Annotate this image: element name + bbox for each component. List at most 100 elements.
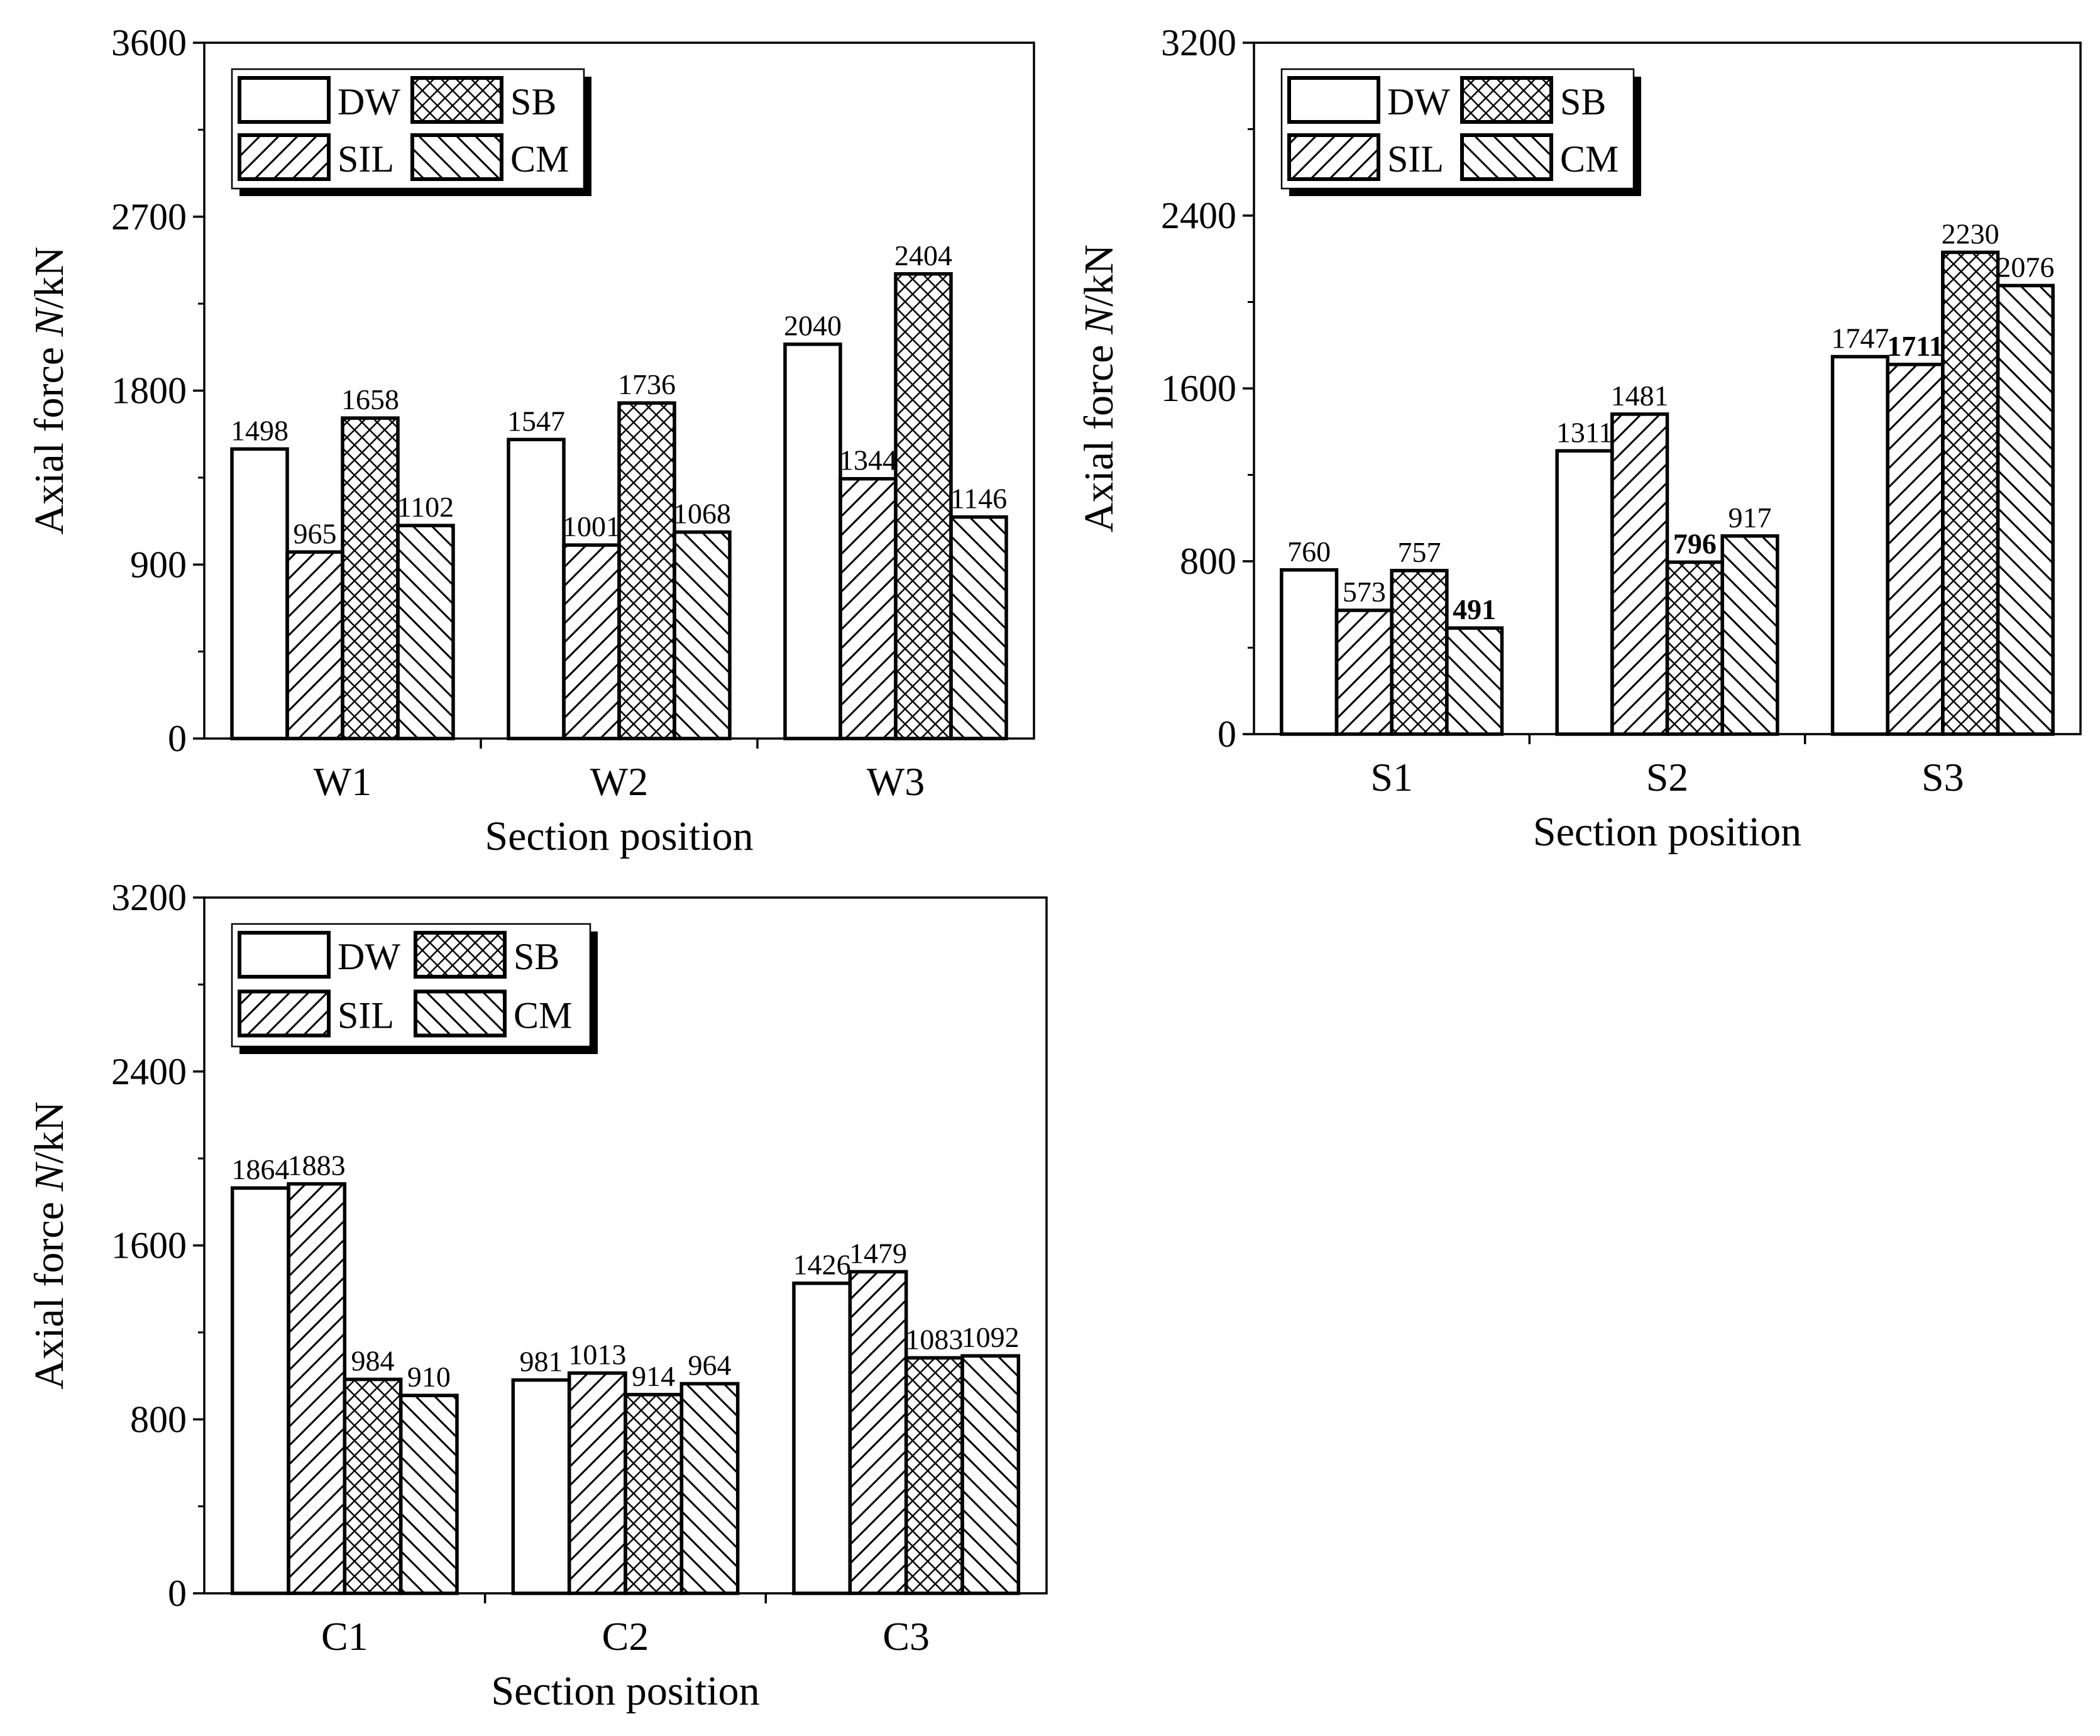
y-tick-label: 0 — [168, 1573, 187, 1614]
x-tick-label: C2 — [602, 1614, 649, 1659]
y-tick-label: 2700 — [111, 196, 187, 238]
bar-sb-s1 — [1390, 569, 1449, 736]
y-tick-label: 1800 — [111, 370, 187, 412]
bar-cm-c3 — [960, 1354, 1021, 1595]
y-axis-label: Axial force N/kN — [1076, 244, 1122, 532]
bar-cm-w2 — [673, 530, 732, 740]
legend-label-sil: SIL — [338, 995, 394, 1036]
value-label: 1083 — [905, 1323, 963, 1355]
bar-dw-w2 — [507, 437, 566, 740]
value-label: 2230 — [1942, 217, 1999, 250]
value-label: 491 — [1453, 593, 1496, 625]
bar-sb-c1 — [343, 1377, 403, 1595]
value-label: 1001 — [563, 510, 620, 542]
value-label: 2040 — [784, 310, 842, 342]
x-tick-label: S1 — [1370, 755, 1413, 799]
value-label: 1481 — [1611, 380, 1669, 412]
bar-dw-c3 — [792, 1281, 852, 1595]
value-label: 1479 — [849, 1237, 907, 1269]
legend-swatch-dw — [238, 76, 331, 124]
bar-sil-s2 — [1610, 412, 1669, 736]
value-label: 1658 — [341, 383, 399, 415]
bar-sb-s3 — [1941, 250, 2000, 736]
bar-cm-c1 — [399, 1393, 459, 1595]
value-label: 1092 — [962, 1321, 1020, 1353]
bar-sil-w3 — [838, 476, 898, 740]
y-tick-label: 1600 — [1161, 368, 1236, 409]
bar-sb-s2 — [1665, 560, 1724, 736]
value-label: 757 — [1398, 536, 1441, 568]
legend-label-cm: CM — [514, 995, 572, 1036]
y-tick-label: 2400 — [111, 1051, 187, 1092]
value-label: 2076 — [1996, 251, 2054, 283]
bar-dw-c1 — [230, 1186, 290, 1595]
value-label: 981 — [520, 1346, 563, 1378]
legend-label-cm: CM — [510, 138, 569, 180]
bar-cm-s3 — [1996, 283, 2055, 736]
value-label: 965 — [294, 517, 337, 549]
legend-label-sb: SB — [1560, 81, 1606, 123]
value-label: 1013 — [568, 1339, 626, 1371]
bar-cm-w3 — [949, 515, 1008, 740]
value-label: 1102 — [397, 491, 454, 523]
value-label: 796 — [1673, 527, 1717, 559]
bar-sil-c2 — [567, 1371, 627, 1595]
value-label: 2404 — [894, 239, 952, 272]
value-label: 914 — [632, 1360, 675, 1392]
y-axis-label: Axial force N/kN — [26, 1101, 72, 1389]
y-tick-label: 800 — [130, 1398, 187, 1440]
legend-swatch-sil — [238, 133, 331, 181]
value-label: 1498 — [231, 414, 289, 446]
legend-label-dw: DW — [1387, 81, 1450, 123]
legend: DW SB SIL CM — [231, 923, 598, 1054]
legend-label-cm: CM — [1560, 138, 1619, 180]
legend-swatch-dw — [238, 931, 331, 979]
bar-sil-w1 — [285, 550, 344, 740]
legend-swatch-sil — [238, 989, 331, 1038]
value-label: 1146 — [950, 483, 1007, 515]
bar-sb-c3 — [904, 1356, 964, 1595]
bar-sb-c2 — [624, 1393, 684, 1595]
y-tick-label: 0 — [1218, 713, 1236, 755]
value-label: 964 — [688, 1349, 732, 1382]
legend-label-sil: SIL — [1387, 138, 1444, 180]
legend-label-dw: DW — [338, 81, 400, 123]
value-label: 1864 — [231, 1153, 289, 1185]
bar-sb-w2 — [617, 401, 676, 740]
value-label: 1068 — [673, 498, 731, 530]
bar-sil-w2 — [562, 543, 621, 740]
y-tick-label: 3200 — [1161, 22, 1236, 63]
value-label: 1344 — [839, 444, 897, 476]
x-tick-label: S3 — [1921, 755, 1964, 799]
bar-sil-c3 — [848, 1270, 908, 1595]
y-tick-label: 3200 — [111, 877, 187, 918]
bar-cm-s2 — [1720, 534, 1779, 736]
value-label: 1547 — [507, 405, 565, 437]
x-axis-label: Section position — [491, 1668, 759, 1714]
legend-swatch-sil — [1287, 133, 1380, 181]
value-label: 573 — [1343, 576, 1386, 608]
legend-swatch-cm — [414, 989, 507, 1038]
x-axis-label: Section position — [485, 813, 753, 859]
x-tick-label: C1 — [321, 1614, 368, 1659]
value-label: 1736 — [618, 368, 676, 400]
legend-label-dw: DW — [338, 936, 400, 977]
x-tick-label: W3 — [867, 759, 925, 804]
legend: DW SB SIL CM — [1280, 68, 1641, 196]
y-tick-label: 0 — [168, 718, 187, 759]
y-tick-label: 1600 — [111, 1225, 187, 1266]
legend-swatch-cm — [410, 133, 503, 181]
value-label: 760 — [1287, 536, 1331, 568]
legend: DW SB SIL CM — [231, 68, 591, 196]
bar-sil-c1 — [287, 1182, 347, 1595]
chart-panel-2: 0 800 1600 2400 3200 Axial force N/kN S1 760 573… — [1076, 22, 2082, 855]
x-axis-label: Section position — [1533, 809, 1801, 855]
legend-swatch-cm — [1460, 133, 1553, 181]
y-tick-label: 800 — [1180, 541, 1236, 582]
legend-swatch-dw — [1287, 76, 1380, 124]
y-axis-label: Axial force N/kN — [26, 246, 72, 534]
legend-label-sb: SB — [514, 936, 559, 977]
bar-dw-s1 — [1280, 568, 1339, 736]
